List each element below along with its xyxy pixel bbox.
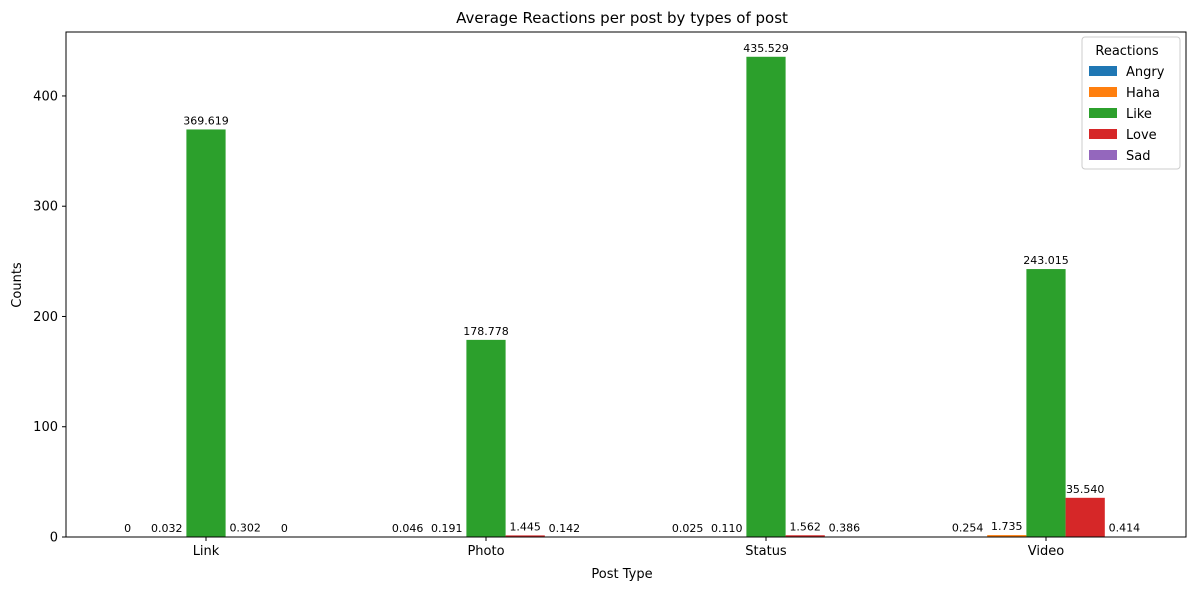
y-tick-label: 0: [50, 531, 58, 546]
chart-title: Average Reactions per post by types of p…: [456, 9, 788, 27]
legend-swatch-angry: [1089, 66, 1117, 76]
legend-items: Angry Haha Like Love Sad: [1089, 65, 1165, 164]
legend-title: Reactions: [1095, 44, 1158, 59]
data-label-haha-photo: 0.191: [431, 522, 463, 535]
legend-swatch-like: [1089, 108, 1117, 118]
data-label-like-link: 369.619: [183, 114, 229, 127]
bar-like-photo: [466, 339, 506, 537]
data-label-love-link: 0.302: [229, 522, 261, 535]
data-label-angry-photo: 0.046: [392, 522, 424, 535]
bar-love-status: [785, 535, 825, 537]
data-label-sad-link: 0: [281, 522, 288, 535]
x-tick-label: Status: [745, 544, 787, 559]
x-tick-label: Video: [1028, 544, 1064, 559]
bar-like-status: [746, 56, 786, 537]
y-tick-label: 300: [33, 200, 58, 215]
legend-label-love: Love: [1126, 128, 1157, 143]
data-label-angry-video: 0.254: [952, 522, 984, 535]
data-label-love-photo: 1.445: [509, 520, 541, 533]
data-label-like-status: 435.529: [743, 42, 789, 55]
data-label-like-photo: 178.778: [463, 325, 509, 338]
y-axis-label: Counts: [10, 262, 25, 308]
legend-label-angry: Angry: [1126, 65, 1165, 80]
bars-layer: [147, 56, 1144, 537]
data-label-haha-status: 0.110: [711, 522, 743, 535]
legend-swatch-sad: [1089, 150, 1117, 160]
y-axis: 0 100 200 300 400: [33, 89, 66, 546]
data-label-haha-video: 1.735: [991, 520, 1023, 533]
y-tick-label: 400: [33, 89, 58, 104]
x-axis-label: Post Type: [591, 567, 652, 582]
plot-frame: [65, 31, 1187, 538]
legend-swatch-love: [1089, 129, 1117, 139]
bar-like-link: [186, 129, 226, 537]
data-label-haha-link: 0.032: [151, 522, 183, 535]
legend-swatch-haha: [1089, 87, 1117, 97]
legend: Reactions Angry Haha Like Love Sad: [1081, 36, 1181, 170]
data-label-sad-photo: 0.142: [549, 522, 581, 535]
data-label-like-video: 243.015: [1023, 254, 1069, 267]
x-axis: Link Photo Status Video: [193, 537, 1064, 559]
legend-label-like: Like: [1126, 107, 1152, 122]
bar-haha-video: [987, 535, 1027, 537]
data-label-angry-link: 0: [124, 522, 131, 535]
x-tick-label: Link: [193, 544, 220, 559]
bar-like-video: [1026, 269, 1066, 537]
y-tick-label: 100: [33, 420, 58, 435]
data-label-sad-video: 0.414: [1109, 522, 1141, 535]
data-label-love-video: 35.540: [1066, 483, 1105, 496]
data-label-angry-status: 0.025: [672, 522, 704, 535]
data-label-love-status: 1.562: [789, 520, 821, 533]
bar-love-photo: [505, 535, 545, 537]
bar-love-video: [1065, 497, 1105, 537]
x-tick-label: Photo: [467, 544, 504, 559]
data-labels-layer: 0 0.046 0.025 0.254 0.032 0.191 0.110 1.735 369.…: [124, 42, 1140, 535]
y-tick-label: 200: [33, 310, 58, 325]
legend-label-sad: Sad: [1126, 149, 1150, 164]
data-label-sad-status: 0.386: [829, 522, 861, 535]
legend-label-haha: Haha: [1126, 86, 1160, 101]
